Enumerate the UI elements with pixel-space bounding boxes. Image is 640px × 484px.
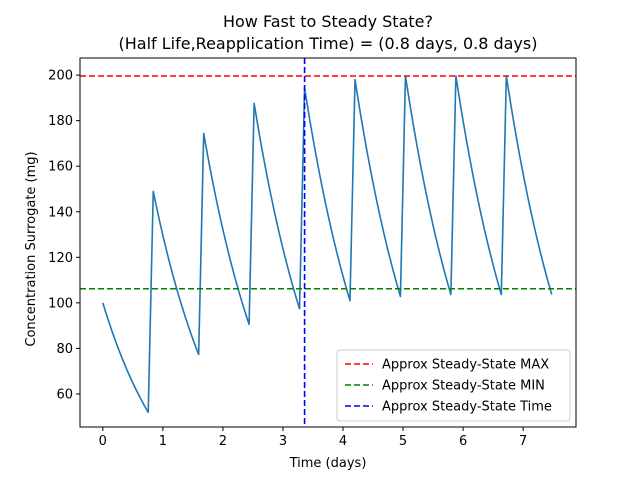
y-tick-label: 60 [56, 387, 73, 402]
x-tick-label: 1 [159, 434, 167, 449]
y-tick-label: 80 [56, 342, 73, 357]
x-tick-label: 4 [339, 434, 347, 449]
x-tick-label: 2 [219, 434, 227, 449]
y-tick-label: 200 [48, 69, 73, 84]
y-tick-label: 100 [48, 296, 73, 311]
y-tick-label: 140 [48, 205, 73, 220]
plot-area: 0 1 2 3 4 5 6 7 60 80 100 120 140 160 180 200 Approx Ste… [48, 57, 577, 449]
y-tick-label: 160 [48, 160, 73, 175]
concentration-series-line [102, 75, 553, 414]
x-axis-label: Time (days) [289, 456, 367, 471]
y-tick-label: 180 [48, 114, 73, 129]
chart-subtitle: (Half Life,Reapplication Time) = (0.8 da… [119, 34, 538, 53]
chart-title: How Fast to Steady State? [223, 12, 433, 31]
legend-label: Approx Steady-State MIN [382, 379, 545, 394]
legend-label: Approx Steady-State MAX [382, 358, 549, 373]
x-tick-label: 6 [459, 434, 467, 449]
axes-frame [79, 57, 577, 428]
x-tick-label: 3 [279, 434, 287, 449]
legend-box [336, 349, 571, 422]
x-tick-label: 5 [399, 434, 407, 449]
y-tick-label: 120 [48, 251, 73, 266]
legend-label: Approx Steady-State Time [382, 400, 552, 415]
x-tick-label: 0 [99, 434, 107, 449]
y-axis-label: Concentration Surrogate (mg) [24, 151, 39, 346]
x-tick-label: 7 [519, 434, 527, 449]
